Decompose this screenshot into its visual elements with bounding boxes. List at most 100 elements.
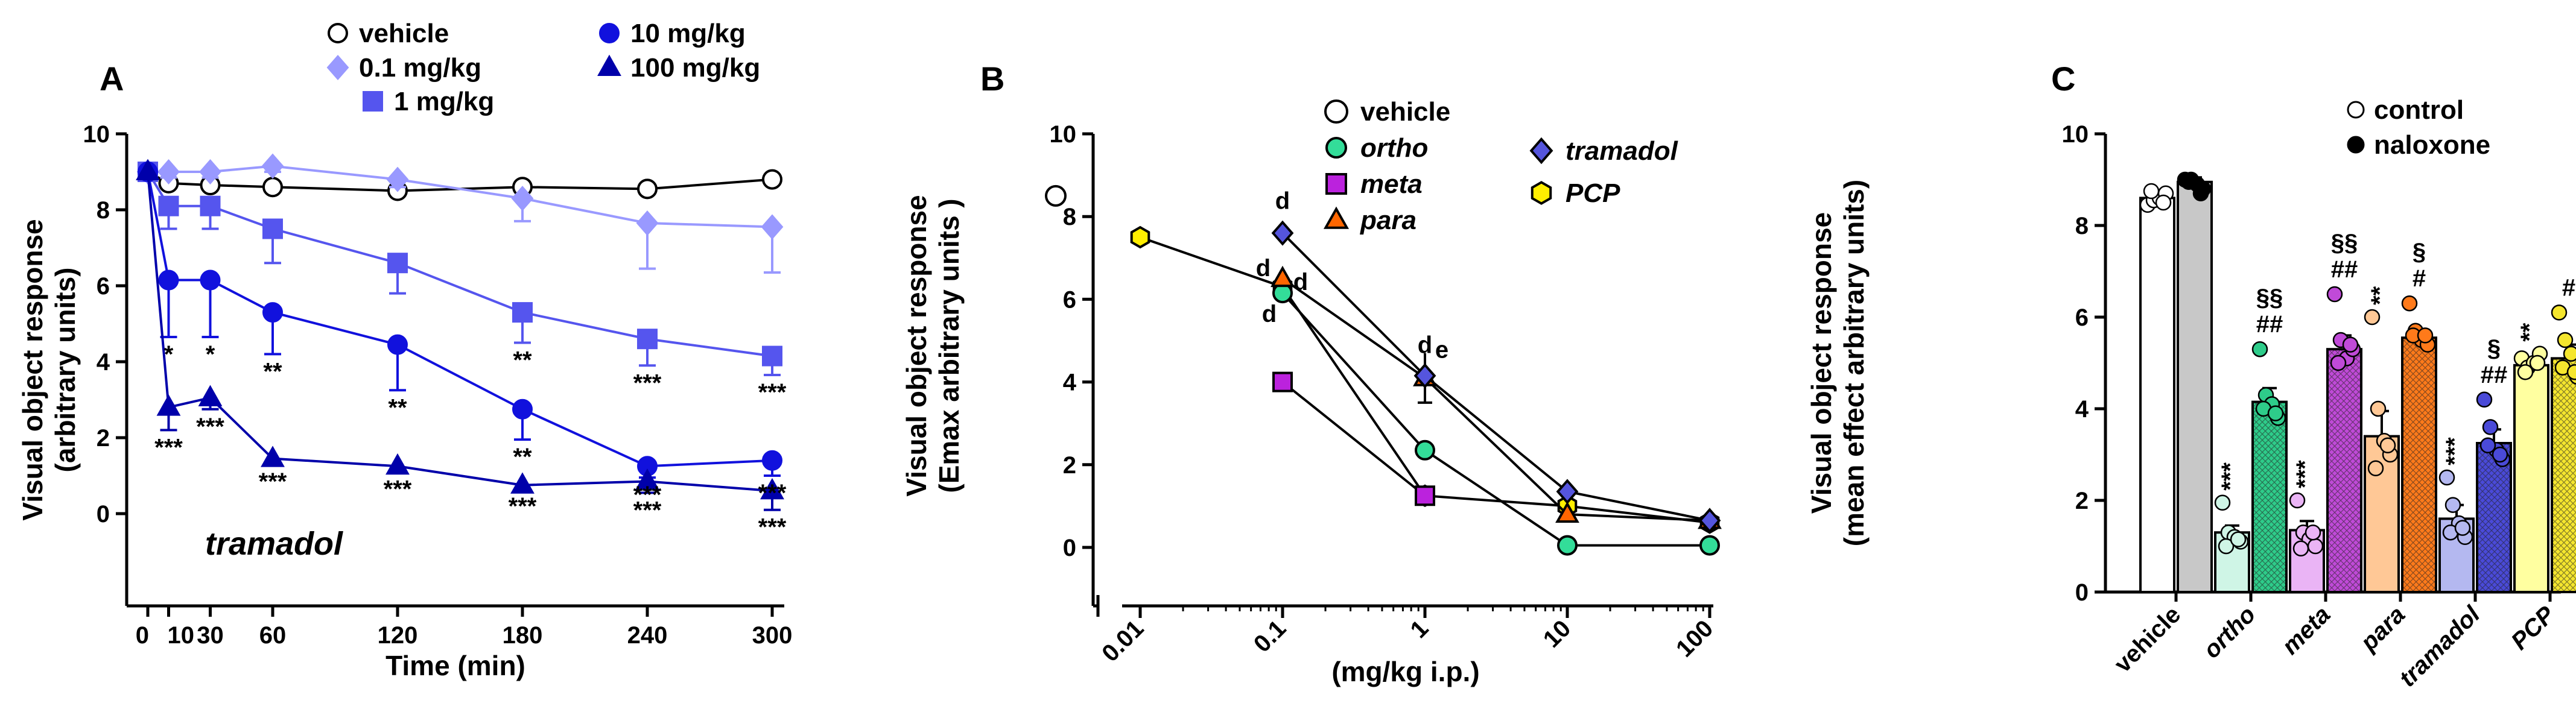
significance-marker: *** bbox=[154, 434, 183, 461]
legend-label: vehicle bbox=[1360, 97, 1450, 127]
series-line bbox=[1281, 232, 1710, 522]
bar-group-para bbox=[2364, 295, 2437, 593]
legend-item: vehicle bbox=[328, 19, 449, 48]
y-axis-label-line-2: (arbitrary units) bbox=[49, 268, 81, 473]
significance-marker: *** bbox=[196, 414, 224, 440]
significance-marker: ** bbox=[2367, 286, 2393, 305]
data-point bbox=[2307, 538, 2324, 555]
legend-marker bbox=[2347, 136, 2365, 154]
series-tramadol bbox=[1271, 220, 1721, 534]
legend-label: tramadol bbox=[1566, 136, 1678, 166]
legend-label: 0.1 mg/kg bbox=[359, 53, 481, 83]
legend-marker bbox=[326, 54, 349, 81]
series-10-mg-kg bbox=[138, 162, 782, 479]
data-point bbox=[261, 153, 284, 179]
y-axis-label-line-2: (Emax arbitrary units ) bbox=[933, 198, 965, 493]
significance-marker: *** bbox=[633, 370, 662, 396]
significance-marker: *** bbox=[509, 493, 537, 520]
significance-marker: *** bbox=[2441, 437, 2468, 465]
y-tick-label: 8 bbox=[1063, 204, 1076, 230]
y-tick-label: 6 bbox=[97, 273, 110, 300]
legend-marker bbox=[1324, 99, 1348, 124]
series-line bbox=[1281, 277, 1710, 522]
data-point bbox=[1413, 363, 1436, 389]
x-tick-label: 10 bbox=[168, 622, 195, 649]
legend-marker bbox=[1325, 173, 1347, 195]
data-point bbox=[1699, 535, 1720, 556]
data-point bbox=[2267, 405, 2284, 421]
data-point bbox=[158, 269, 179, 291]
data-point bbox=[2417, 327, 2434, 344]
data-point bbox=[2342, 336, 2359, 353]
data-point bbox=[2517, 364, 2534, 380]
data-point bbox=[1130, 225, 1150, 249]
data-point bbox=[637, 178, 658, 200]
data-point bbox=[2551, 304, 2568, 321]
data-point bbox=[2379, 437, 2396, 454]
panel-b: B 0 2 4 6 8 10 0.01 0.1 1 10 100 (mg/kg i.p.) Visual … bbox=[901, 60, 1722, 687]
bar-group-ortho bbox=[2214, 341, 2288, 594]
data-point bbox=[2482, 419, 2499, 435]
legend-item: PCP bbox=[1531, 178, 1620, 208]
y-tick-label: 2 bbox=[2075, 488, 2089, 514]
y-axis-label: Visual object response(mean effect arbit… bbox=[1806, 180, 1870, 546]
significance-marker: *** bbox=[633, 482, 662, 508]
data-point bbox=[2529, 354, 2546, 371]
significance-marker: *** bbox=[259, 468, 287, 495]
x-tick-label: 240 bbox=[627, 622, 668, 649]
data-point bbox=[200, 195, 221, 216]
series-line bbox=[147, 171, 773, 468]
panel-label-c: C bbox=[2051, 60, 2075, 98]
annotation-letter: d bbox=[1293, 269, 1308, 295]
legend-item-control: control bbox=[2347, 95, 2464, 125]
significance-marker: ** bbox=[513, 347, 532, 374]
bar-naloxone bbox=[2476, 442, 2512, 593]
series-line bbox=[147, 171, 773, 358]
significance-marker: ## bbox=[2331, 256, 2358, 283]
legend-marker bbox=[1325, 137, 1347, 159]
significance-marker: *** bbox=[2292, 460, 2318, 488]
significance-marker: *** bbox=[384, 476, 412, 503]
legend-marker bbox=[1531, 181, 1552, 205]
legend-item: tramadol bbox=[1529, 136, 1678, 166]
x-tick-label: 120 bbox=[378, 622, 418, 649]
legend-label: ortho bbox=[1360, 133, 1428, 163]
x-tick-label: 0.01 bbox=[1097, 615, 1149, 667]
data-point bbox=[136, 159, 160, 180]
bar-naloxone bbox=[2551, 357, 2576, 594]
significance-marker: ## bbox=[2256, 311, 2283, 338]
y-tick-label: 2 bbox=[97, 425, 110, 452]
data-point bbox=[762, 450, 782, 471]
legend-item: meta bbox=[1325, 169, 1423, 199]
series-line bbox=[147, 171, 773, 493]
bar-naloxone bbox=[2326, 348, 2362, 593]
legend-item: para bbox=[1323, 206, 1416, 235]
significance-marker: *** bbox=[758, 480, 787, 506]
bar-group-vehicle bbox=[2139, 171, 2213, 593]
legend-label: 1 mg/kg bbox=[394, 87, 494, 116]
panel-a-title: tramadol bbox=[205, 526, 343, 562]
x-tick-label: 10 bbox=[1538, 615, 1576, 653]
bar-naloxone bbox=[2177, 180, 2213, 593]
x-tick-label: 300 bbox=[752, 622, 793, 649]
legend-marker bbox=[363, 91, 383, 112]
panel-c: C 0 2 4 6 8 10 Visual object response(mean effe… bbox=[1806, 60, 2576, 692]
data-point bbox=[1272, 371, 1293, 392]
data-point bbox=[386, 166, 409, 192]
data-point bbox=[761, 214, 784, 240]
legend-marker bbox=[2347, 101, 2365, 119]
y-tick-label: 2 bbox=[1063, 452, 1076, 479]
data-point bbox=[1415, 485, 1435, 506]
bar-group-meta bbox=[2289, 286, 2362, 594]
data-point bbox=[1556, 479, 1579, 505]
significance-marker: ** bbox=[513, 444, 532, 470]
data-point bbox=[2292, 540, 2309, 557]
significance-marker: *** bbox=[2217, 462, 2244, 491]
data-point bbox=[261, 446, 285, 467]
data-point bbox=[2305, 524, 2321, 541]
y-tick-label: 0 bbox=[2075, 579, 2089, 606]
annotation-letter: d bbox=[1256, 255, 1271, 282]
legend-item: 1 mg/kg bbox=[363, 87, 494, 116]
series-ortho bbox=[1272, 283, 1720, 556]
y-tick-label: 10 bbox=[2062, 121, 2089, 148]
